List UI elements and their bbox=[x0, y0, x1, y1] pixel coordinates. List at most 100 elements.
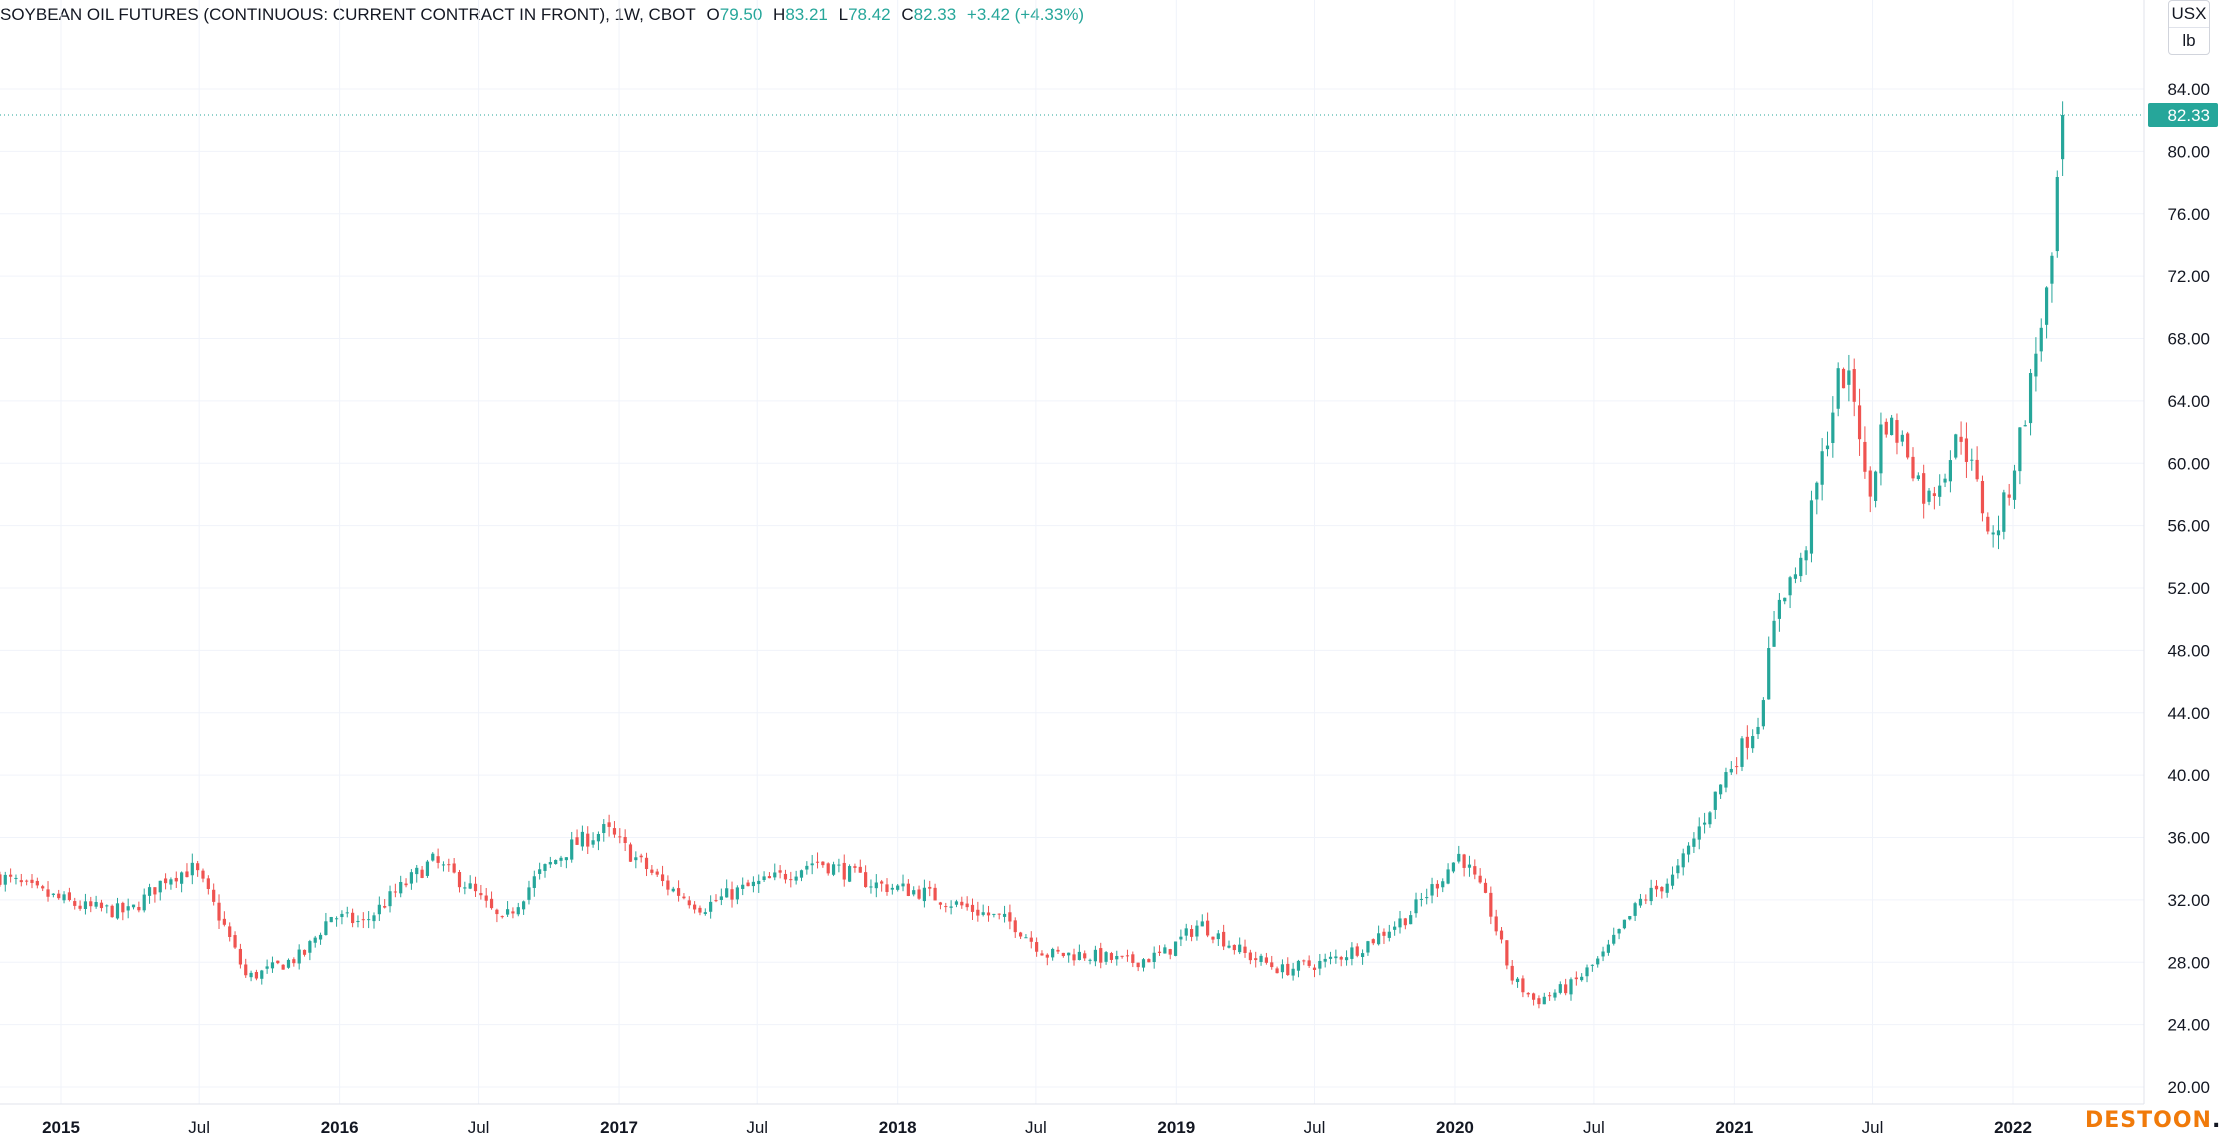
candle-body bbox=[607, 822, 611, 827]
candle-body bbox=[1895, 420, 1899, 443]
candle-body bbox=[1649, 887, 1653, 902]
candle-body bbox=[1697, 826, 1701, 840]
candle-body bbox=[1788, 577, 1792, 596]
candle-body bbox=[1344, 957, 1349, 961]
unit-selector[interactable]: USX lb bbox=[2168, 0, 2210, 55]
candle-body bbox=[1371, 939, 1375, 944]
candle-body bbox=[714, 900, 718, 902]
candle-body bbox=[1013, 920, 1017, 933]
candle-body bbox=[725, 888, 729, 898]
candle-body bbox=[1745, 736, 1749, 748]
candle-body bbox=[847, 866, 852, 882]
candle-body bbox=[1515, 978, 1520, 983]
candle-body bbox=[1045, 954, 1049, 958]
candle-body bbox=[1328, 956, 1333, 959]
candle-body bbox=[254, 971, 259, 979]
candle-body bbox=[1109, 953, 1114, 960]
candle-body bbox=[1040, 953, 1044, 956]
time-axis[interactable]: 2015 Jul 2016 Jul 2017 Jul 2018 Jul 2019 Jul 2020 J… bbox=[42, 1118, 2032, 1137]
candle-body bbox=[1959, 436, 1963, 442]
candle-body bbox=[650, 869, 654, 873]
candle-body bbox=[180, 872, 184, 884]
candle-body bbox=[1804, 550, 1808, 561]
candle-body bbox=[383, 906, 387, 908]
candle-body bbox=[890, 887, 894, 890]
candle-body bbox=[415, 867, 419, 875]
candle-body bbox=[206, 878, 210, 890]
close-label: C bbox=[901, 5, 914, 24]
candle-body bbox=[185, 871, 189, 878]
candle-body bbox=[1131, 954, 1135, 963]
measure-unit[interactable]: lb bbox=[2169, 27, 2209, 54]
candle-body bbox=[1553, 992, 1557, 998]
watermark-brand: DESTOON bbox=[2085, 1108, 2212, 1133]
candle-body bbox=[949, 906, 953, 908]
candle-body bbox=[404, 883, 408, 886]
open-value: 79.50 bbox=[719, 5, 763, 24]
candle-body bbox=[25, 880, 29, 882]
candle-body bbox=[249, 972, 253, 978]
candle-body bbox=[1783, 597, 1787, 602]
candle-body bbox=[3, 874, 7, 885]
candle-body bbox=[1489, 892, 1493, 917]
candle-body bbox=[1115, 955, 1119, 960]
candle-body bbox=[976, 909, 980, 916]
candle-body bbox=[1168, 949, 1172, 955]
candle-body bbox=[757, 880, 761, 885]
candle-body bbox=[1569, 979, 1573, 995]
candle-body bbox=[1729, 768, 1733, 773]
candle-body bbox=[495, 909, 499, 915]
candle-body bbox=[1548, 995, 1552, 997]
candle-body bbox=[217, 902, 221, 921]
candle-body bbox=[1430, 884, 1434, 896]
candle-body bbox=[992, 913, 996, 915]
candle-body bbox=[880, 881, 884, 884]
candle-body bbox=[511, 911, 515, 914]
candle-body bbox=[1136, 962, 1140, 968]
candle-body bbox=[1564, 984, 1568, 994]
candle-body bbox=[1665, 883, 1669, 893]
candle-body bbox=[35, 880, 39, 886]
candle-body bbox=[1024, 937, 1028, 939]
candle-body bbox=[874, 882, 878, 889]
candle-body bbox=[821, 861, 825, 866]
candle-body bbox=[67, 892, 71, 901]
candle-body bbox=[778, 870, 782, 873]
candle-body bbox=[196, 863, 200, 871]
currency-unit[interactable]: USX bbox=[2171, 4, 2207, 23]
candle-body bbox=[447, 864, 451, 866]
candle-body bbox=[1147, 959, 1151, 963]
candle-body bbox=[190, 862, 194, 876]
candle-body bbox=[1708, 812, 1712, 825]
candle-body bbox=[1526, 992, 1530, 995]
low-value: 78.42 bbox=[848, 5, 891, 24]
candle-body bbox=[815, 861, 820, 863]
candle-body bbox=[1825, 445, 1830, 450]
candle-body bbox=[794, 876, 798, 881]
candle-body bbox=[1676, 865, 1680, 874]
price-axis[interactable]: 84.00 80.00 76.00 72.00 68.00 64.00 60.00 56.00… bbox=[2167, 80, 2210, 1097]
candle-body bbox=[2044, 287, 2049, 325]
candle-body bbox=[340, 913, 344, 918]
candle-body bbox=[1681, 853, 1685, 868]
high-label: H bbox=[773, 5, 786, 24]
candle-body bbox=[1387, 931, 1391, 938]
candle-body bbox=[922, 887, 926, 902]
candle-body bbox=[1382, 931, 1386, 936]
candle-body bbox=[1072, 954, 1076, 961]
candle-body bbox=[463, 887, 467, 889]
candle-body bbox=[1483, 882, 1488, 893]
price-tick-label: 48.00 bbox=[2167, 641, 2210, 660]
candle-body bbox=[1537, 998, 1541, 1005]
candle-body bbox=[1964, 438, 1969, 462]
candle-body bbox=[489, 898, 494, 909]
candle-body bbox=[441, 864, 446, 866]
candle-body bbox=[1104, 952, 1108, 962]
price-tick-label: 84.00 bbox=[2167, 80, 2210, 99]
candle-body bbox=[1873, 471, 1878, 501]
candle-body bbox=[2050, 255, 2054, 284]
candle-body bbox=[1002, 913, 1007, 917]
candle-body bbox=[1943, 478, 1947, 483]
candle-body bbox=[676, 888, 681, 896]
